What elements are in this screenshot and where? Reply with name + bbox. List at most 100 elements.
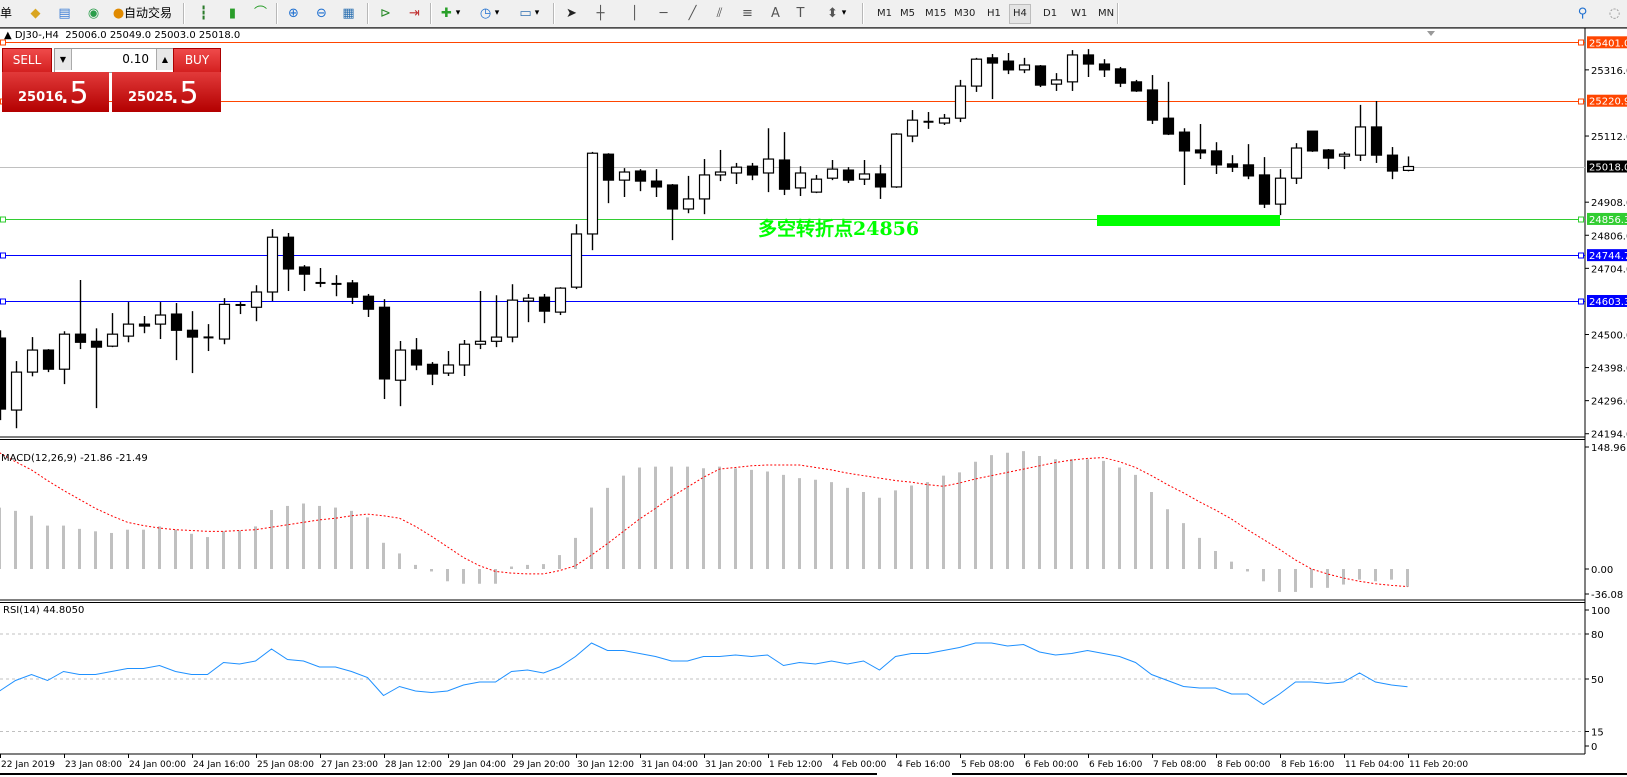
dropdown-arrow-icon[interactable]: ▾: [455, 8, 461, 18]
line-chart-icon[interactable]: ⌒: [253, 6, 267, 21]
candle: [154, 302, 167, 340]
price-label-box: [1587, 212, 1627, 225]
candle-bull-body: [1290, 147, 1303, 179]
turning-point-annotation[interactable]: 多空转折点24856: [758, 218, 920, 240]
candle: [1098, 59, 1111, 78]
timeframe-m5-button[interactable]: M5: [900, 8, 915, 19]
lot-size-value[interactable]: 0.10: [122, 52, 149, 66]
candle: [26, 337, 39, 377]
candle-bear-body: [1034, 65, 1047, 86]
price-tick-label: 24704.0: [1591, 264, 1627, 275]
search-icon[interactable]: ⚲: [1577, 6, 1588, 21]
candle: [698, 159, 711, 215]
timeframe-h1-button[interactable]: H1: [987, 8, 1001, 19]
market-watch-icon[interactable]: ◆: [30, 6, 41, 21]
cursor-icon[interactable]: ➤: [566, 6, 577, 21]
candle: [890, 133, 903, 188]
candle-bear-body: [1386, 154, 1399, 172]
price-tick-label: 25316.0: [1591, 66, 1627, 77]
candle-bear-body: [138, 323, 151, 327]
time-tick-label: 5 Feb 08:00: [961, 760, 1015, 770]
candle-bear-body: [90, 340, 103, 348]
chart-shift-icon[interactable]: ⊳: [380, 6, 391, 21]
candle-bull-body: [682, 198, 695, 210]
periods-icon[interactable]: ◷: [479, 6, 492, 21]
timeframe-d1-button[interactable]: D1: [1043, 8, 1058, 19]
buy-price-button[interactable]: 25025 .5: [112, 72, 221, 112]
terminal-signals-icon[interactable]: ◉: [87, 6, 100, 21]
candle-bull-body: [938, 117, 951, 124]
fibonacci-icon[interactable]: ≡: [742, 6, 753, 21]
time-tick-label: 7 Feb 08:00: [1153, 760, 1207, 770]
navigator-icon[interactable]: ▤: [58, 6, 71, 21]
templates-icon[interactable]: ▭: [519, 6, 532, 21]
text-label-icon[interactable]: T: [796, 6, 805, 21]
turning-point-zone-rectangle[interactable]: [1097, 215, 1280, 226]
menu-item-fragment[interactable]: 单: [0, 6, 13, 20]
vertical-line-icon[interactable]: │: [630, 6, 639, 21]
timeframe-w1-button[interactable]: W1: [1071, 8, 1088, 19]
lot-size-field[interactable]: ▼ 0.10 ▲: [54, 48, 174, 73]
time-tick-label: 4 Feb 00:00: [833, 760, 887, 770]
text-icon[interactable]: A: [771, 6, 780, 21]
candlestick-icon[interactable]: ▮: [228, 6, 237, 21]
candle-bull-body: [458, 343, 471, 366]
horizontal-scrollbar-left[interactable]: [0, 773, 877, 775]
crosshair-icon[interactable]: ┼: [596, 6, 605, 21]
zoom-out-icon[interactable]: ⊖: [316, 6, 327, 21]
trendline-icon[interactable]: ╱: [688, 6, 697, 21]
candle-bull-body: [266, 236, 279, 293]
candle: [315, 268, 326, 288]
candle: [426, 362, 439, 386]
macd-signal-line: [0, 452, 1408, 588]
horizontal-line-icon[interactable]: ─: [659, 6, 668, 21]
candle: [74, 280, 87, 350]
dropdown-arrow-icon[interactable]: ▾: [841, 8, 847, 18]
autotrade-label[interactable]: 自动交易: [124, 6, 173, 20]
candle-bear-body: [1002, 60, 1015, 71]
candle-bear-body: [874, 173, 887, 188]
collapse-triangle-icon[interactable]: ▲: [4, 30, 15, 41]
time-tick-label: 8 Feb 16:00: [1281, 760, 1335, 770]
horizontal-scrollbar-right[interactable]: [952, 773, 1627, 775]
line-handle-icon: [1578, 298, 1584, 305]
lot-decrease-icon[interactable]: ▼: [55, 49, 72, 70]
buy-button[interactable]: BUY: [173, 48, 221, 73]
indicators-icon[interactable]: ✚: [441, 6, 452, 21]
equidistant-channel-icon[interactable]: ⫽: [716, 6, 723, 21]
candle: [1178, 128, 1191, 185]
autotrade-icon[interactable]: ●: [112, 6, 125, 21]
timeframe-m30-button[interactable]: M30: [954, 8, 976, 19]
tile-windows-icon[interactable]: ▦: [342, 6, 355, 21]
zoom-in-icon[interactable]: ⊕: [288, 6, 299, 21]
candle-bull-body: [1338, 153, 1351, 157]
lot-increase-icon[interactable]: ▲: [156, 49, 173, 70]
timeframe-m1-button[interactable]: M1: [877, 8, 892, 19]
time-tick-label: 24 Jan 00:00: [129, 760, 186, 770]
candle: [506, 284, 519, 343]
timeframe-h4-button[interactable]: H4: [1009, 4, 1031, 24]
dropdown-arrow-icon[interactable]: ▾: [534, 8, 540, 18]
candle: [106, 313, 119, 348]
sell-button[interactable]: SELL: [2, 48, 52, 73]
sell-price-button[interactable]: 25016 .5: [2, 72, 109, 112]
candle: [554, 287, 567, 316]
candle: [1226, 155, 1239, 173]
time-tick-label: 11 Feb 04:00: [1345, 760, 1404, 770]
candle-bull-body: [794, 172, 807, 189]
chat-icon[interactable]: ◌: [1608, 6, 1621, 21]
timeframe-m15-button[interactable]: M15: [925, 8, 947, 19]
time-tick-label: 4 Feb 16:00: [897, 760, 951, 770]
arrows-icon[interactable]: ⬍: [827, 6, 838, 21]
candle: [923, 112, 934, 129]
autoscroll-icon[interactable]: ⇥: [409, 6, 420, 21]
timeframe-mn-button[interactable]: MN: [1098, 8, 1115, 19]
bar-chart-icon[interactable]: ┇: [199, 6, 208, 21]
candle-bear-body: [0, 337, 7, 410]
candle: [650, 169, 663, 197]
candle-bear-body: [986, 57, 999, 64]
dropdown-arrow-icon[interactable]: ▾: [494, 8, 500, 18]
candle-bull-body: [250, 291, 263, 308]
candle-bull-body: [474, 340, 487, 345]
